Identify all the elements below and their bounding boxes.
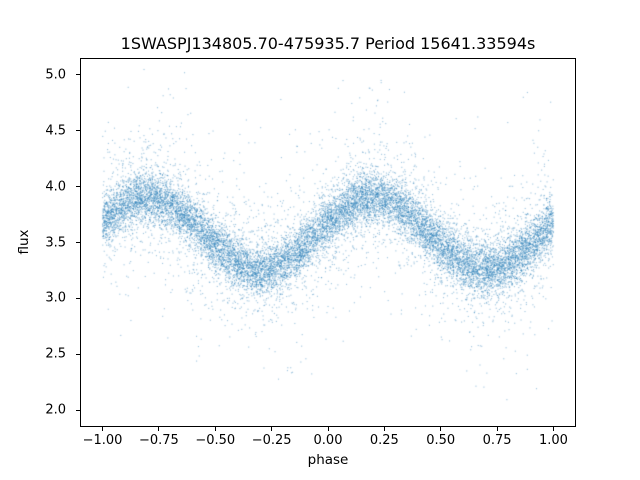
y-tick-mark bbox=[76, 353, 80, 355]
x-tick-label: 0.00 bbox=[313, 433, 343, 448]
x-tick-label: −0.25 bbox=[251, 433, 292, 448]
x-tick-mark bbox=[271, 427, 273, 431]
x-tick-label: 0.50 bbox=[426, 433, 456, 448]
y-tick-label: 5.0 bbox=[45, 67, 66, 83]
y-tick-label: 4.0 bbox=[45, 179, 66, 195]
y-tick-mark bbox=[76, 409, 80, 411]
x-axis-label: phase bbox=[307, 452, 349, 468]
y-axis-label: flux bbox=[16, 229, 32, 255]
x-tick-mark bbox=[102, 427, 104, 431]
x-tick-mark bbox=[552, 427, 554, 431]
y-tick-mark bbox=[76, 74, 80, 76]
x-tick-mark bbox=[440, 427, 442, 431]
y-tick-label: 2.0 bbox=[45, 402, 66, 418]
x-tick-label: 0.75 bbox=[482, 433, 512, 448]
x-tick-label: −0.75 bbox=[138, 433, 179, 448]
x-tick-label: 0.25 bbox=[369, 433, 399, 448]
x-tick-mark bbox=[327, 427, 329, 431]
y-tick-mark bbox=[76, 186, 80, 188]
x-tick-mark bbox=[158, 427, 160, 431]
scatter-canvas bbox=[80, 58, 576, 427]
y-tick-mark bbox=[76, 130, 80, 132]
x-tick-mark bbox=[383, 427, 385, 431]
chart-title: 1SWASPJ134805.70-475935.7 Period 15641.3… bbox=[120, 34, 536, 53]
y-tick-label: 3.0 bbox=[45, 290, 66, 306]
y-tick-label: 3.5 bbox=[45, 235, 66, 250]
x-tick-mark bbox=[496, 427, 498, 431]
x-tick-mark bbox=[214, 427, 216, 431]
y-tick-label: 2.5 bbox=[45, 346, 66, 362]
x-tick-label: −1.00 bbox=[82, 433, 123, 448]
y-tick-label: 4.5 bbox=[45, 123, 66, 139]
y-tick-mark bbox=[76, 297, 80, 299]
x-tick-label: −0.50 bbox=[195, 433, 236, 448]
y-tick-mark bbox=[76, 242, 80, 243]
x-tick-label: 1.00 bbox=[538, 433, 568, 448]
